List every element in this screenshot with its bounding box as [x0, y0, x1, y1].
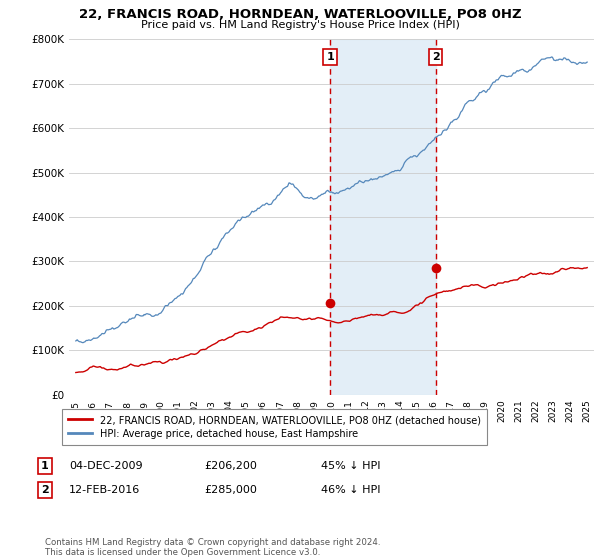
Text: 45% ↓ HPI: 45% ↓ HPI: [321, 461, 380, 471]
Text: 2: 2: [432, 52, 440, 62]
Text: £285,000: £285,000: [204, 485, 257, 495]
Text: £206,200: £206,200: [204, 461, 257, 471]
Text: Contains HM Land Registry data © Crown copyright and database right 2024.
This d: Contains HM Land Registry data © Crown c…: [45, 538, 380, 557]
Bar: [330, 39, 436, 395]
Text: Price paid vs. HM Land Registry's House Price Index (HPI): Price paid vs. HM Land Registry's House …: [140, 20, 460, 30]
Legend: 22, FRANCIS ROAD, HORNDEAN, WATERLOOVILLE, PO8 0HZ (detached house), HPI: Averag: 22, FRANCIS ROAD, HORNDEAN, WATERLOOVILL…: [62, 409, 487, 445]
Text: 2: 2: [41, 485, 49, 495]
Text: 22, FRANCIS ROAD, HORNDEAN, WATERLOOVILLE, PO8 0HZ: 22, FRANCIS ROAD, HORNDEAN, WATERLOOVILL…: [79, 8, 521, 21]
Text: 12-FEB-2016: 12-FEB-2016: [69, 485, 140, 495]
Text: 1: 1: [41, 461, 49, 471]
Text: 1: 1: [326, 52, 334, 62]
Text: 04-DEC-2009: 04-DEC-2009: [69, 461, 143, 471]
Text: 46% ↓ HPI: 46% ↓ HPI: [321, 485, 380, 495]
